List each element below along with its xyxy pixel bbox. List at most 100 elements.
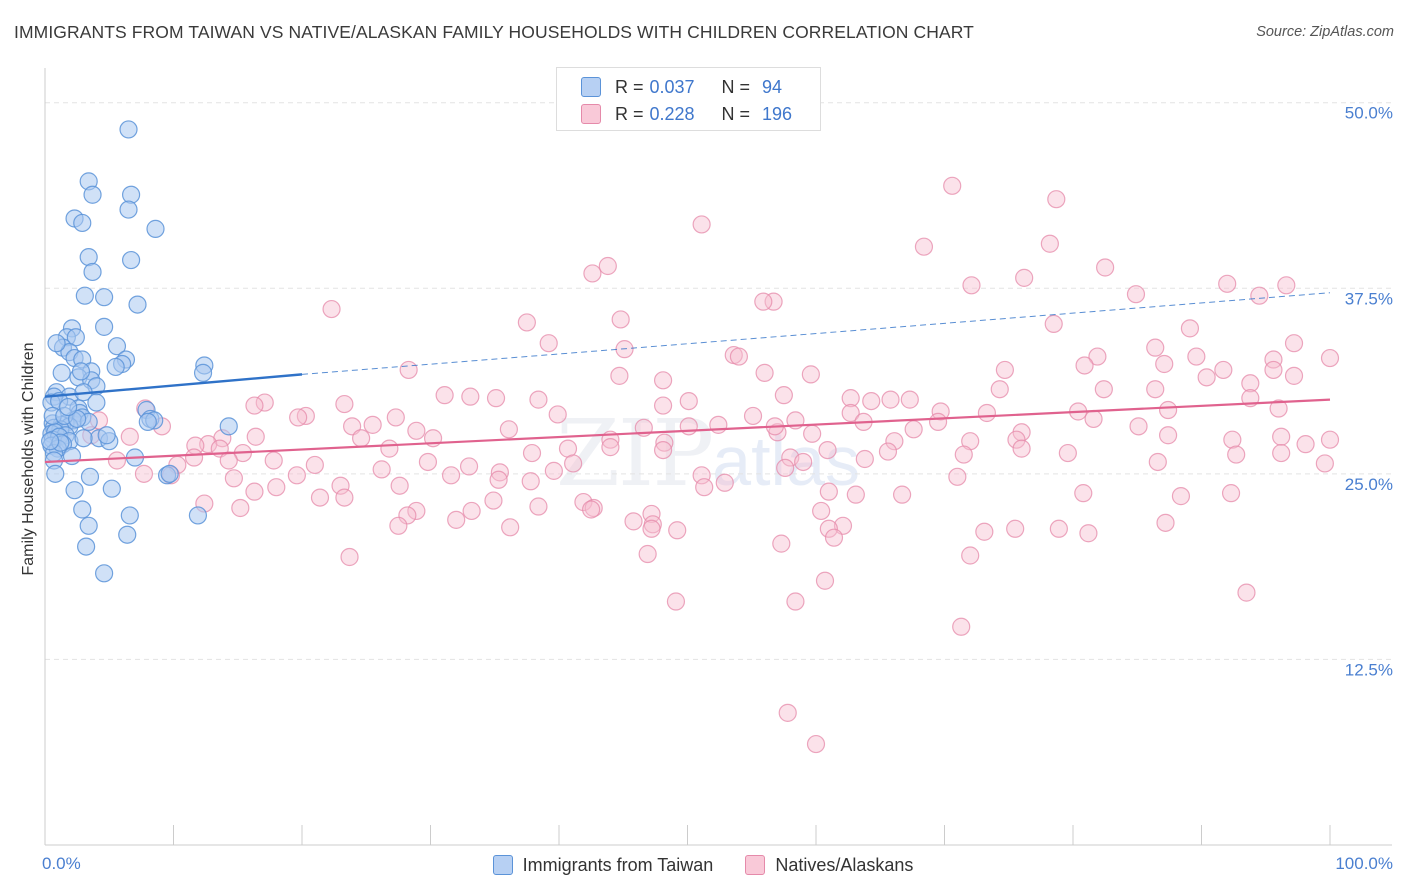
point-natives (764, 292, 783, 311)
axis-labels: 12.5% 25.0% 37.5% 50.0% 0.0% 100.0% Family Hou… (20, 104, 1393, 873)
point-natives (267, 478, 286, 497)
series-taiwan-points (41, 120, 238, 583)
point-natives (653, 371, 673, 390)
legend-item-natives[interactable]: Natives/Alaskans (745, 855, 913, 876)
point-natives (529, 497, 548, 516)
legend-r-label: R = (615, 103, 644, 124)
point-taiwan (138, 412, 157, 431)
point-natives (296, 406, 315, 426)
point-natives (107, 451, 127, 470)
legend-label-taiwan: Immigrants from Taiwan (522, 854, 714, 875)
point-natives (407, 501, 426, 521)
point-natives (668, 521, 687, 540)
point-natives (653, 396, 673, 415)
y-tick-label: 37.5% (1345, 289, 1393, 308)
point-natives (380, 439, 399, 458)
y-tick-label: 12.5% (1345, 660, 1393, 679)
point-natives (1158, 400, 1178, 420)
point-natives (878, 442, 898, 461)
point-natives (574, 492, 593, 512)
point-natives (398, 506, 417, 525)
legend-label-natives: Natives/Alaskans (775, 854, 914, 875)
point-natives (776, 458, 795, 478)
point-taiwan (121, 250, 141, 270)
trend-lines (44, 292, 1331, 464)
point-natives (1272, 427, 1291, 446)
point-natives (904, 420, 923, 439)
point-natives (1237, 583, 1256, 602)
point-natives (1156, 513, 1175, 532)
legend-n-value: 196 (762, 103, 793, 124)
source-label: Source: ZipAtlas.com (1256, 24, 1394, 40)
point-natives (582, 500, 601, 519)
point-natives (1047, 190, 1066, 209)
point-natives (1158, 426, 1178, 445)
point-natives (583, 264, 602, 283)
point-taiwan (193, 363, 213, 382)
legend-swatch-taiwan (492, 855, 513, 875)
point-natives (954, 445, 973, 464)
point-natives (287, 466, 306, 485)
legend-row-taiwan: R = 0.037 N = 94 (581, 75, 782, 99)
point-natives (389, 516, 408, 535)
point-natives (490, 463, 509, 482)
point-natives (598, 256, 617, 276)
point-taiwan (107, 337, 127, 356)
point-natives (1096, 258, 1115, 277)
point-natives (846, 485, 865, 504)
point-taiwan (46, 464, 65, 483)
point-taiwan (146, 219, 165, 238)
point-natives (1079, 524, 1098, 543)
point-taiwan (120, 506, 139, 525)
point-natives (459, 457, 479, 476)
point-natives (611, 310, 630, 329)
point-natives (310, 488, 330, 507)
point-natives (1223, 430, 1242, 449)
legend-n-label: N = (721, 103, 751, 124)
point-natives (484, 491, 503, 510)
legend-item-taiwan[interactable]: Immigrants from Taiwan (492, 854, 714, 876)
point-taiwan (77, 537, 96, 556)
point-natives (544, 461, 563, 480)
point-natives (1269, 399, 1288, 418)
point-natives (447, 510, 466, 529)
trend-line-taiwan (44, 373, 303, 398)
point-natives (881, 390, 900, 409)
y-tick-label: 50.0% (1345, 104, 1393, 123)
point-taiwan (119, 120, 138, 139)
point-natives (246, 427, 265, 446)
point-natives (715, 473, 734, 492)
point-taiwan (65, 481, 84, 500)
legend-swatch-natives (745, 855, 766, 875)
point-natives (794, 452, 813, 472)
point-taiwan (160, 464, 179, 483)
point-taiwan (75, 286, 94, 305)
point-natives (990, 380, 1009, 399)
legend-row-natives: R = 0.228 N = 196 (581, 102, 792, 126)
y-axis-title: Family Households with Children (20, 343, 37, 576)
point-natives (975, 522, 994, 541)
point-taiwan (87, 393, 106, 412)
point-natives (529, 390, 548, 409)
point-natives (1007, 430, 1026, 449)
point-natives (245, 482, 264, 501)
point-natives (961, 546, 980, 565)
point-natives (264, 451, 283, 470)
legend-r-value: 0.037 (649, 76, 695, 97)
point-natives (819, 519, 838, 538)
legend-swatch-taiwan (581, 77, 601, 97)
point-taiwan (97, 426, 116, 445)
point-taiwan (47, 334, 66, 353)
point-natives (1148, 452, 1167, 472)
point-natives (772, 534, 791, 553)
point-taiwan (119, 200, 138, 219)
grid-lines (45, 102, 1392, 660)
point-taiwan (41, 432, 60, 451)
point-natives (1088, 347, 1107, 366)
point-natives (995, 360, 1014, 380)
point-natives (743, 406, 763, 426)
point-natives (1218, 274, 1237, 293)
point-natives (655, 433, 674, 452)
point-natives (255, 393, 274, 412)
point-natives (841, 389, 860, 408)
